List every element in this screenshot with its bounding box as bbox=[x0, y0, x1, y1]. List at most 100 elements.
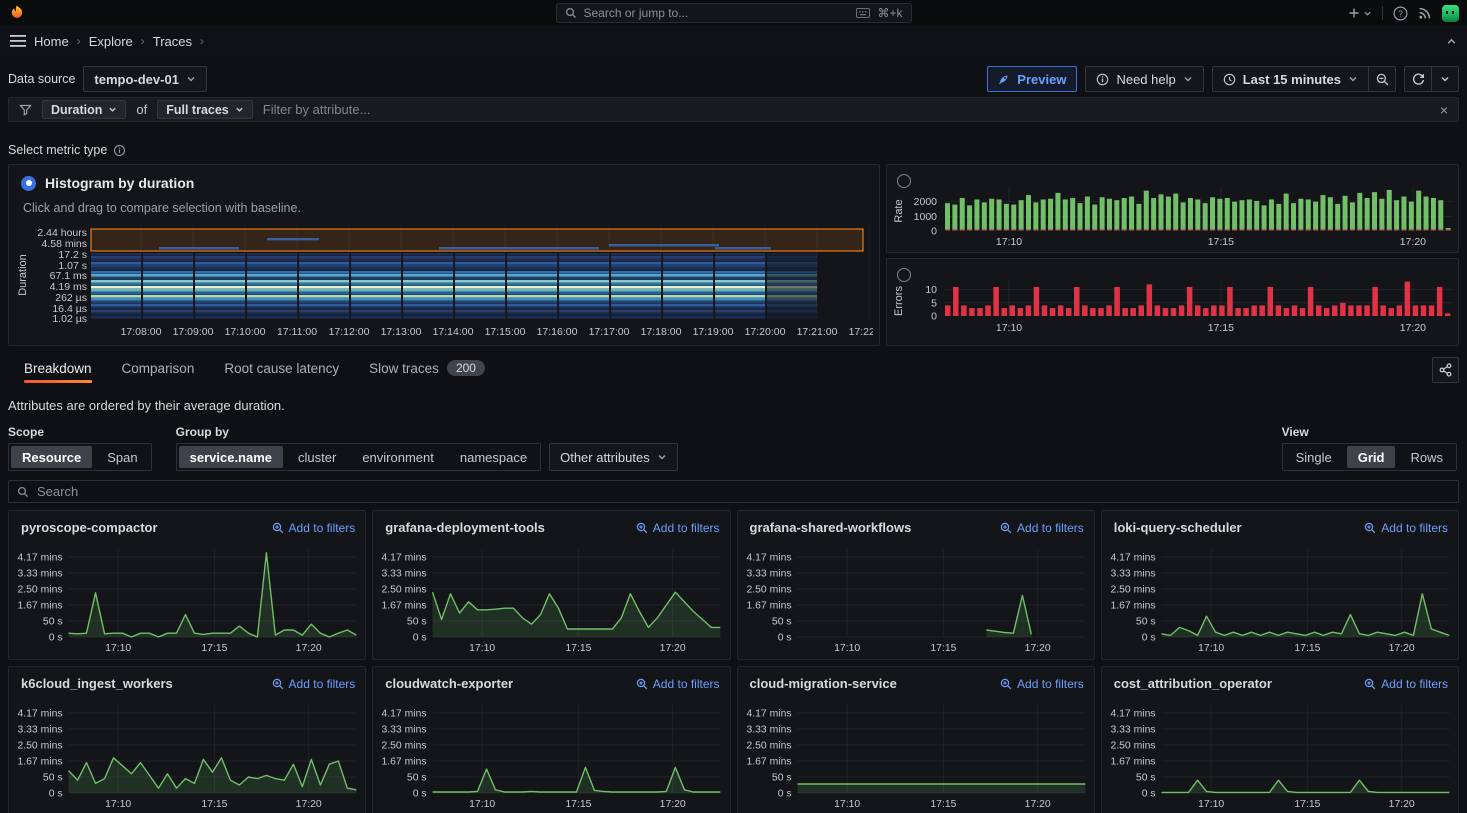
menu-toggle-icon[interactable] bbox=[10, 35, 26, 47]
news-rss-icon[interactable] bbox=[1418, 6, 1432, 20]
svg-text:50 s: 50 s bbox=[407, 772, 427, 783]
clear-filters-icon[interactable]: × bbox=[1440, 102, 1448, 118]
svg-text:17:15: 17:15 bbox=[1294, 799, 1320, 810]
svg-text:17:20: 17:20 bbox=[296, 799, 322, 810]
refresh-button[interactable] bbox=[1404, 66, 1432, 92]
service-panel-title: pyroscope-compactor bbox=[21, 520, 158, 535]
groupby-option-service-name[interactable]: service.name bbox=[179, 446, 283, 468]
help-icon[interactable]: ? bbox=[1393, 6, 1408, 21]
duration-heatmap-chart[interactable]: 2.44 hours4.58 mins17.2 s1.07 s67.1 ms4.… bbox=[9, 223, 873, 345]
tab-slow-traces[interactable]: Slow traces 200 bbox=[369, 360, 485, 383]
svg-text:0 s: 0 s bbox=[1141, 632, 1155, 643]
errors-bar-chart[interactable]: 051017:1017:1517:20 bbox=[887, 259, 1458, 345]
scope-option-span[interactable]: Span bbox=[94, 444, 150, 470]
search-icon bbox=[565, 7, 577, 19]
attribute-filter-input[interactable]: Filter by attribute... bbox=[263, 102, 371, 117]
svg-text:17:15: 17:15 bbox=[566, 799, 592, 810]
service-duration-chart[interactable]: 4.17 mins3.33 mins2.50 mins1.67 mins50 s… bbox=[1102, 535, 1458, 659]
user-avatar[interactable] bbox=[1442, 5, 1459, 22]
rate-bar-chart[interactable]: 01000200017:1017:1517:20 bbox=[887, 165, 1458, 252]
search-plus-icon bbox=[1364, 522, 1376, 534]
other-attributes-select[interactable]: Other attributes bbox=[549, 443, 678, 471]
groupby-option-environment[interactable]: environment bbox=[349, 444, 447, 470]
svg-text:3.33 mins: 3.33 mins bbox=[1110, 568, 1155, 579]
tab-comparison[interactable]: Comparison bbox=[122, 361, 195, 383]
add-to-filters-button[interactable]: Add to filters bbox=[1364, 521, 1448, 535]
duration-filter-label: Duration bbox=[51, 103, 102, 117]
service-panel-title: cost_attribution_operator bbox=[1114, 676, 1272, 691]
svg-text:17:14:00: 17:14:00 bbox=[433, 326, 474, 338]
add-to-filters-button[interactable]: Add to filters bbox=[636, 677, 720, 691]
breadcrumb-home[interactable]: Home bbox=[34, 34, 69, 49]
filter-bar: Duration of Full traces Filter by attrib… bbox=[8, 97, 1459, 122]
service-panel-loki-query-scheduler: loki-query-scheduler Add to filters4.17 m… bbox=[1101, 510, 1459, 660]
search-placeholder: Search bbox=[37, 484, 78, 499]
breadcrumb-separator: › bbox=[141, 34, 145, 48]
service-duration-chart[interactable]: 4.17 mins3.33 mins2.50 mins1.67 mins50 s… bbox=[1102, 691, 1458, 813]
svg-text:50 s: 50 s bbox=[1136, 772, 1156, 783]
collapse-chevron-up-icon[interactable] bbox=[1446, 36, 1457, 47]
need-help-button[interactable]: Need help bbox=[1085, 66, 1203, 92]
histogram-radio-selected[interactable] bbox=[21, 176, 36, 191]
svg-text:17:20: 17:20 bbox=[1388, 799, 1414, 810]
service-panel-grafana-shared-workflows: grafana-shared-workflowsAdd to filters4.… bbox=[737, 510, 1095, 660]
groupby-option-namespace[interactable]: namespace bbox=[447, 444, 540, 470]
attribute-search-input[interactable]: Search bbox=[8, 480, 1459, 503]
add-to-filters-button[interactable]: Add to filters bbox=[272, 677, 356, 691]
service-panel-title: grafana-deployment-tools bbox=[385, 520, 545, 535]
svg-text:17:15:00: 17:15:00 bbox=[485, 326, 526, 338]
new-menu-button[interactable] bbox=[1348, 7, 1372, 19]
service-duration-chart[interactable]: 4.17 mins3.33 mins2.50 mins1.67 mins50 s… bbox=[373, 691, 729, 813]
view-option-rows[interactable]: Rows bbox=[1397, 444, 1456, 470]
of-label: of bbox=[136, 102, 147, 117]
errors-metric-panel: Errors 051017:1017:1517:20 bbox=[886, 258, 1459, 346]
service-duration-chart[interactable]: 4.17 mins3.33 mins2.50 mins1.67 mins50 s… bbox=[373, 535, 729, 659]
svg-text:4.17 mins: 4.17 mins bbox=[746, 708, 791, 719]
refresh-interval-chevron[interactable] bbox=[1431, 66, 1459, 92]
scope-label: Scope bbox=[8, 425, 152, 439]
view-option-grid[interactable]: Grid bbox=[1347, 446, 1396, 468]
keyboard-icon bbox=[856, 8, 870, 18]
select-metric-type-label: Select metric type bbox=[8, 143, 107, 157]
tab-breakdown[interactable]: Breakdown bbox=[24, 361, 92, 383]
grafana-logo[interactable] bbox=[8, 4, 26, 22]
traces-type-select[interactable]: Full traces bbox=[157, 100, 253, 119]
rate-metric-panel: Rate 01000200017:1017:1517:20 bbox=[886, 164, 1459, 253]
breadcrumb-explore[interactable]: Explore bbox=[89, 34, 133, 49]
time-range-label: Last 15 minutes bbox=[1243, 72, 1341, 87]
add-to-filters-button[interactable]: Add to filters bbox=[1000, 677, 1084, 691]
service-panel-title: loki-query-scheduler bbox=[1114, 520, 1242, 535]
service-duration-chart[interactable]: 4.17 mins3.33 mins2.50 mins1.67 mins50 s… bbox=[9, 535, 365, 659]
add-to-filters-button[interactable]: Add to filters bbox=[636, 521, 720, 535]
svg-text:17:20: 17:20 bbox=[660, 643, 686, 654]
global-search-input[interactable]: Search or jump to... ⌘+k bbox=[556, 3, 912, 23]
zoom-out-button[interactable] bbox=[1368, 66, 1396, 92]
scope-option-resource[interactable]: Resource bbox=[11, 446, 92, 468]
service-duration-chart[interactable]: 4.17 mins3.33 mins2.50 mins1.67 mins50 s… bbox=[738, 691, 1094, 813]
groupby-option-cluster[interactable]: cluster bbox=[285, 444, 349, 470]
svg-text:4.17 mins: 4.17 mins bbox=[746, 552, 791, 563]
breadcrumb-traces[interactable]: Traces bbox=[153, 34, 192, 49]
add-to-filters-button[interactable]: Add to filters bbox=[1000, 521, 1084, 535]
svg-text:1.67 mins: 1.67 mins bbox=[746, 600, 791, 611]
info-circle-icon[interactable] bbox=[113, 144, 126, 157]
tab-root-cause-latency[interactable]: Root cause latency bbox=[224, 361, 339, 383]
svg-text:17:10: 17:10 bbox=[469, 799, 495, 810]
service-duration-chart[interactable]: 4.17 mins3.33 mins2.50 mins1.67 mins50 s… bbox=[9, 691, 365, 813]
add-to-filters-button[interactable]: Add to filters bbox=[272, 521, 356, 535]
svg-text:2.50 mins: 2.50 mins bbox=[17, 584, 62, 595]
service-duration-chart[interactable]: 4.17 mins3.33 mins2.50 mins1.67 mins50 s… bbox=[738, 535, 1094, 659]
svg-text:4.17 mins: 4.17 mins bbox=[17, 708, 62, 719]
search-plus-icon bbox=[1364, 678, 1376, 690]
preview-button[interactable]: Preview bbox=[987, 66, 1077, 92]
datasource-select[interactable]: tempo-dev-01 bbox=[83, 66, 207, 92]
histogram-title: Histogram by duration bbox=[45, 175, 194, 191]
duration-filter-select[interactable]: Duration bbox=[42, 100, 126, 119]
share-button[interactable] bbox=[1432, 357, 1459, 383]
view-option-single[interactable]: Single bbox=[1283, 444, 1345, 470]
svg-text:0: 0 bbox=[931, 311, 937, 323]
svg-text:0 s: 0 s bbox=[49, 632, 63, 643]
add-to-filters-button[interactable]: Add to filters bbox=[1364, 677, 1448, 691]
time-range-picker[interactable]: Last 15 minutes bbox=[1212, 66, 1369, 92]
search-shortcut: ⌘+k bbox=[877, 6, 902, 20]
